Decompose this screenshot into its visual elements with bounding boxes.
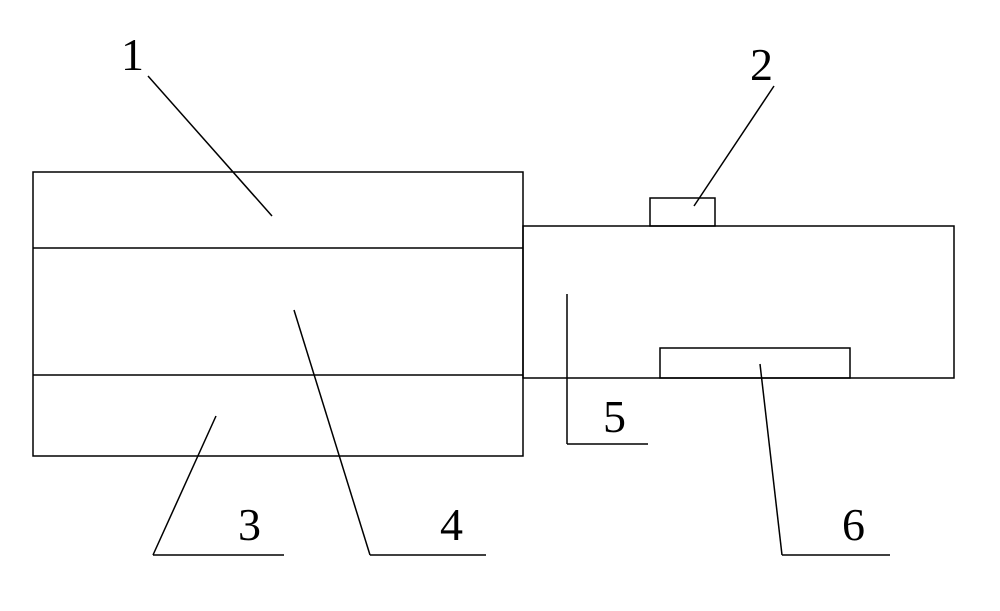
label-1: 1 (121, 29, 144, 80)
small-top-block (650, 198, 715, 226)
leader-4 (294, 310, 370, 555)
diagram-canvas: 1 2 3 4 5 6 (0, 0, 1000, 611)
leader-2 (694, 86, 774, 206)
leader-1 (148, 76, 272, 216)
big-block (33, 172, 523, 456)
leader-3 (153, 416, 216, 555)
label-5: 5 (603, 391, 626, 442)
label-2: 2 (750, 39, 773, 90)
small-bottom-block (660, 348, 850, 378)
label-3: 3 (238, 499, 261, 550)
label-4: 4 (440, 499, 463, 550)
leader-6 (760, 364, 782, 555)
right-block (523, 226, 954, 378)
label-6: 6 (842, 499, 865, 550)
